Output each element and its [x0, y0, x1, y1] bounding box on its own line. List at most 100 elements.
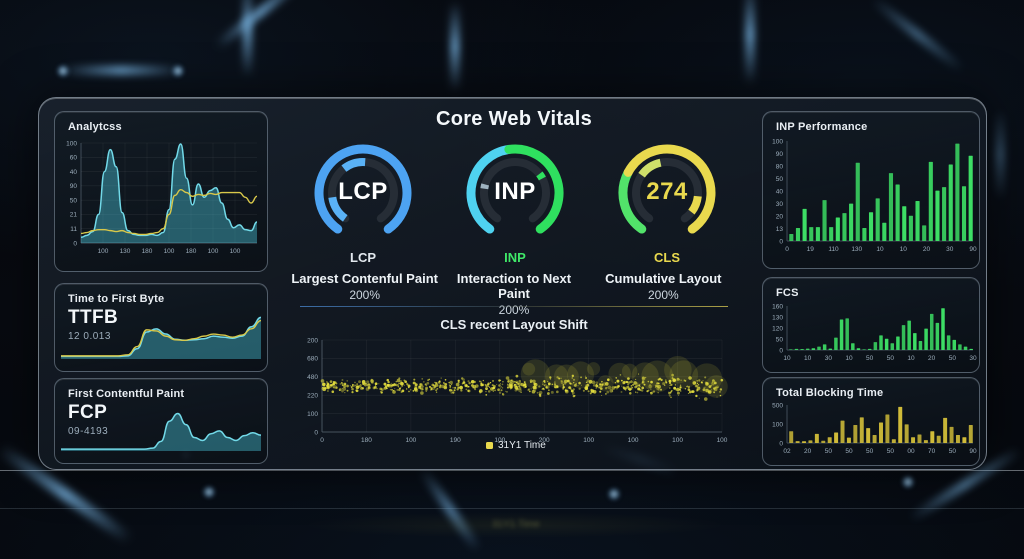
lcp-gauge-arc	[314, 144, 412, 234]
cls-gauge-arc	[618, 144, 716, 234]
svg-text:0: 0	[320, 437, 324, 444]
svg-text:200: 200	[539, 437, 550, 444]
svg-text:20: 20	[923, 246, 931, 253]
glow-streak	[745, 0, 755, 85]
svg-text:500: 500	[772, 402, 783, 409]
cls-caption: Cumulative Layout 200%	[589, 271, 738, 317]
svg-text:50: 50	[825, 448, 833, 455]
svg-text:100: 100	[66, 140, 77, 147]
svg-text:0: 0	[73, 240, 77, 247]
svg-text:10: 10	[804, 355, 812, 362]
section-divider	[300, 306, 728, 307]
svg-text:100: 100	[230, 248, 241, 255]
svg-text:80: 80	[776, 163, 784, 170]
legend-swatch-icon	[486, 442, 493, 449]
ttfb-title: Time to First Byte	[68, 293, 165, 305]
svg-text:10: 10	[900, 246, 908, 253]
lcp-gauge-label: LCP	[350, 250, 376, 265]
svg-text:680: 680	[307, 356, 318, 363]
glow-streak	[450, 1, 460, 92]
tbt-chart: 500 100 002 20 50 50 50 50 00 70 50 90	[772, 402, 977, 455]
svg-text:100: 100	[405, 437, 416, 444]
tbt-title: Total Blocking Time	[776, 387, 884, 399]
lcp-caption-percent: 200%	[349, 288, 381, 302]
svg-text:50: 50	[866, 448, 874, 455]
svg-text:190: 190	[450, 437, 461, 444]
svg-text:130: 130	[851, 246, 862, 253]
analytics-panel: Analytcss 100 60 40 90 50 21 11 0 100 130 180 100 18…	[54, 111, 268, 272]
svg-text:13: 13	[776, 226, 784, 233]
lcp-gauge: LCP LCP	[297, 138, 429, 274]
svg-text:50: 50	[866, 355, 874, 362]
glow-streak	[243, 0, 252, 77]
svg-text:130: 130	[772, 314, 783, 321]
svg-text:180: 180	[361, 437, 372, 444]
gauge-captions: Largest Contenful Paint 200% Interaction…	[290, 271, 738, 317]
svg-text:100: 100	[494, 437, 505, 444]
svg-text:40: 40	[70, 169, 78, 176]
fcp-metric: FCP	[68, 402, 108, 423]
svg-text:0: 0	[785, 246, 789, 253]
svg-text:90: 90	[776, 151, 784, 158]
glow-streak	[60, 66, 182, 75]
scatter-legend-reflection: 31Y1 Time	[487, 519, 540, 530]
scatter-legend: 31Y1 Time	[486, 440, 546, 451]
svg-text:0: 0	[779, 440, 783, 447]
svg-text:11: 11	[70, 226, 77, 233]
svg-text:200: 200	[307, 337, 318, 344]
glow-streak	[213, 0, 307, 50]
svg-text:30: 30	[946, 246, 954, 253]
svg-text:100: 100	[717, 437, 728, 444]
analytics-chart: 100 60 40 90 50 21 11 0 100 130 180 100 180 100 100	[66, 140, 258, 255]
inp-caption: Interaction to Next Paint 200%	[439, 271, 588, 317]
glow-dot	[57, 65, 69, 77]
gauges-row: LCP LCP INP INP 274 CLS	[297, 138, 733, 274]
fcs-panel: FCS 160 130 120 50 0 10 10 30 10 50 50 10 20 50 30	[762, 277, 980, 373]
ttfb-sparkline	[61, 316, 262, 359]
svg-text:90: 90	[969, 246, 977, 253]
inp-gauge-label: INP	[504, 250, 526, 265]
svg-text:19: 19	[807, 246, 815, 253]
cls-gauge: 274 CLS	[601, 138, 733, 274]
lcp-caption: Largest Contenful Paint 200%	[290, 271, 439, 317]
inp-performance-title: INP Performance	[776, 121, 868, 133]
svg-text:100: 100	[164, 248, 175, 255]
scatter-title: CLS recent Layout Shift	[440, 317, 588, 332]
inp-caption-text: Interaction to Next Paint	[456, 271, 572, 301]
svg-text:00: 00	[907, 448, 915, 455]
svg-text:100: 100	[208, 248, 219, 255]
svg-text:50: 50	[887, 448, 895, 455]
svg-text:30: 30	[969, 355, 977, 362]
ttfb-panel: Time to First Byte TTFB 12 0.013	[54, 283, 268, 372]
svg-text:110: 110	[828, 246, 839, 253]
glow-dot	[172, 65, 184, 77]
svg-text:120: 120	[772, 325, 783, 332]
cls-gauge-value: 274	[646, 178, 688, 205]
glow-streak	[417, 465, 483, 554]
fcp-value: 09-4193	[68, 426, 109, 437]
svg-text:180: 180	[186, 248, 197, 255]
svg-text:30: 30	[825, 355, 833, 362]
fcp-title: First Contentful Paint	[68, 388, 185, 400]
svg-text:50: 50	[949, 448, 957, 455]
glow-dot	[902, 476, 914, 488]
glow-dot	[203, 486, 215, 498]
svg-text:100: 100	[307, 411, 318, 418]
svg-text:100: 100	[772, 421, 783, 428]
svg-text:50: 50	[776, 336, 784, 343]
svg-text:50: 50	[845, 448, 853, 455]
svg-text:10: 10	[907, 355, 915, 362]
cls-gauge-label: CLS	[654, 250, 680, 265]
svg-text:10: 10	[845, 355, 853, 362]
svg-text:02: 02	[783, 448, 791, 455]
svg-text:180: 180	[142, 248, 153, 255]
svg-text:0: 0	[314, 429, 318, 436]
svg-text:20: 20	[804, 448, 812, 455]
glow-streak	[869, 0, 966, 74]
fcp-sparkline	[61, 412, 262, 451]
fcs-title: FCS	[776, 287, 799, 299]
svg-text:100: 100	[98, 248, 109, 255]
